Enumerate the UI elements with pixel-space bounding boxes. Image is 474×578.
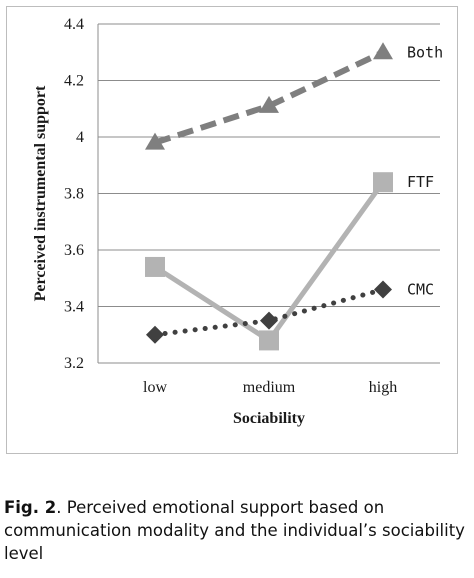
y-tick-label: 3.8	[64, 186, 84, 203]
marker-both-low	[145, 132, 165, 150]
figure-caption: Fig. 2. Perceived emotional support base…	[4, 496, 472, 565]
series-labels: Both FTF CMC	[407, 43, 443, 298]
y-tick-label: 3.2	[64, 355, 84, 372]
caption-figure-number: Fig. 2	[4, 498, 57, 517]
y-tick-label: 3.4	[64, 299, 84, 316]
marker-both-high	[373, 42, 393, 60]
marker-ftf-medium	[259, 330, 279, 351]
x-tick-label: low	[143, 379, 167, 396]
series-label-ftf: FTF	[407, 173, 434, 191]
marker-cmc-high	[374, 280, 392, 299]
marker-cmc-low	[146, 325, 164, 344]
y-tick-label: 4	[76, 129, 84, 146]
series-label-cmc: CMC	[407, 281, 434, 299]
x-axis-title: Sociability	[233, 410, 305, 427]
marker-ftf-low	[145, 256, 165, 277]
marker-both-medium	[259, 95, 279, 113]
series-label-both: Both	[407, 43, 443, 61]
y-axis-title: Perceived instrumental support	[32, 85, 49, 301]
x-tick-label: high	[369, 379, 397, 396]
y-tick-labels: 3.2 3.4 3.6 3.8 4 4.2 4.4	[64, 16, 84, 372]
y-tick-label: 4.4	[64, 16, 84, 33]
line-chart: 3.2 3.4 3.6 3.8 4 4.2 4.4 low medium high Both FT…	[32, 16, 443, 427]
x-tick-labels: low medium high	[143, 379, 397, 396]
caption-text: . Perceived emotional support based on c…	[4, 498, 465, 563]
y-tick-label: 3.6	[64, 242, 84, 259]
series-markers	[145, 42, 393, 351]
series-lines	[152, 49, 386, 343]
y-tick-label: 4.2	[64, 73, 84, 90]
series-line-both	[154, 49, 385, 146]
series-line-cmc	[152, 287, 386, 338]
marker-cmc-medium	[260, 311, 278, 330]
x-tick-label: medium	[243, 379, 296, 396]
marker-ftf-high	[373, 172, 393, 193]
